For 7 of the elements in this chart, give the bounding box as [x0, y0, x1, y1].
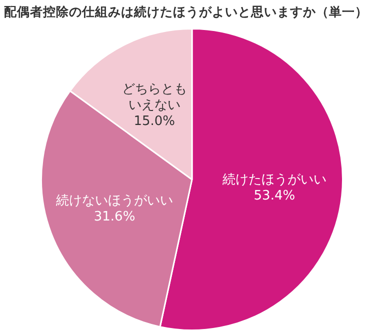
data-label: 31.6%: [94, 209, 136, 224]
slice-label: どちらともいえない: [122, 82, 187, 113]
data-label: 15.0%: [134, 114, 176, 129]
slice-label: 続けたほうがいい: [221, 172, 326, 188]
data-label: 53.4%: [254, 188, 296, 204]
slice-label: 続けないほうがいい: [55, 193, 174, 208]
chart-title: 配偶者控除の仕組みは続けたほうがよいと思いますか（単一）: [3, 3, 369, 21]
